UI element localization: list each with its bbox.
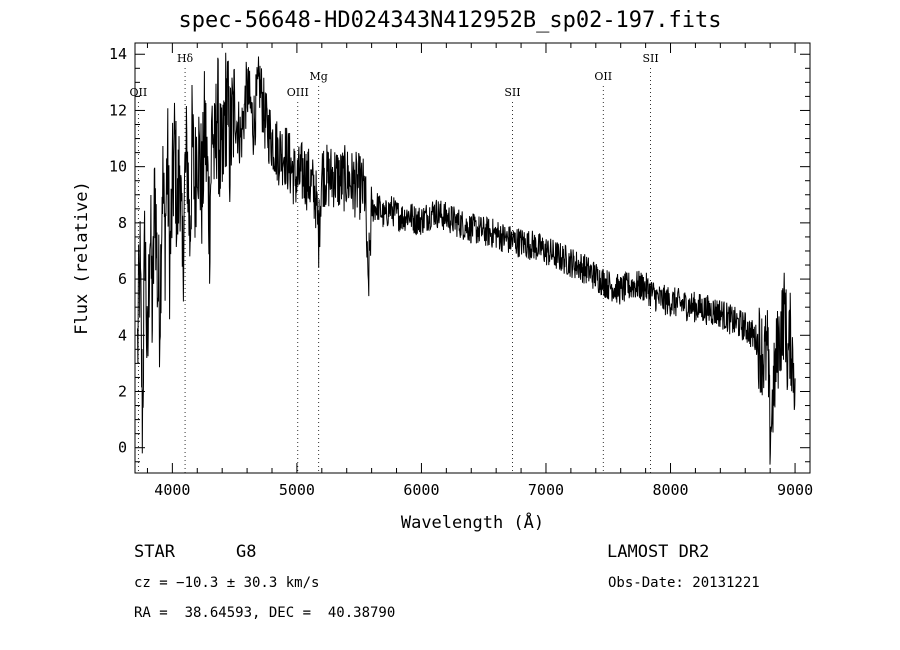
object-class: STAR (134, 542, 175, 562)
spectral-line-label: OII (594, 70, 612, 83)
x-axis-label: Wavelength (Å) (401, 511, 544, 533)
sky-coordinates: RA = 38.64593, DEC = 40.38790 (134, 605, 396, 621)
spectral-line-label: Hδ (177, 52, 194, 65)
x-tick-label: 4000 (154, 481, 190, 499)
y-tick-label: 4 (118, 326, 127, 344)
y-tick-label: 6 (118, 270, 127, 288)
redshift-velocity: cz = −10.3 ± 30.3 km/s (134, 575, 320, 591)
axis-ticks: 4000 5000 6000 7000 8000 9000 0 2 4 6 8 10 12 14 (109, 43, 813, 499)
spectral-line-label: SII (504, 86, 520, 99)
y-axis-label: Flux (relative) (72, 181, 92, 335)
spectrum-line (137, 52, 796, 465)
x-tick-label: 5000 (279, 481, 315, 499)
x-tick-label: 8000 (652, 481, 688, 499)
spectral-line-label: Mg (310, 70, 328, 83)
spectral-subclass: G8 (236, 542, 257, 562)
observation-date: Obs-Date: 20131221 (608, 575, 760, 591)
x-tick-label: 9000 (777, 481, 813, 499)
plot-frame (134, 42, 811, 474)
chart-title: spec-56648-HD024343N412952B_sp02-197.fit… (178, 8, 722, 33)
y-tick-label: 0 (118, 439, 127, 457)
spectral-line-label: SII (642, 52, 658, 65)
spectral-line-label: OIII (287, 86, 309, 99)
y-tick-label: 14 (109, 45, 127, 63)
x-tick-label: 6000 (403, 481, 439, 499)
x-tick-label: 7000 (528, 481, 564, 499)
survey-name: LAMOST DR2 (607, 542, 710, 562)
spectral-line-label: OII (130, 86, 148, 99)
y-tick-label: 8 (118, 214, 127, 232)
y-tick-label: 12 (109, 101, 127, 119)
y-tick-label: 10 (109, 158, 127, 176)
y-tick-label: 2 (118, 382, 127, 400)
